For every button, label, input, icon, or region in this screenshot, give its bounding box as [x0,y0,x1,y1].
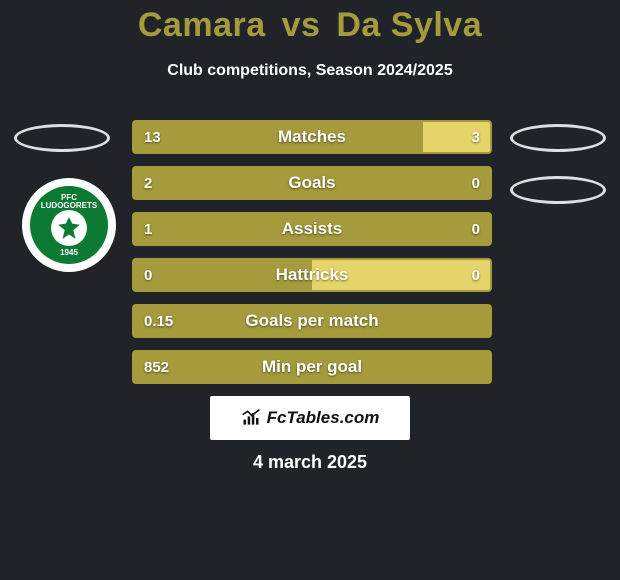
stat-value-left: 1 [144,214,152,244]
stat-label: Assists [134,214,490,244]
chart-icon [241,408,261,428]
infographic-canvas: Camara vs Da Sylva Club competitions, Se… [0,0,620,580]
stat-value-right: 0 [472,260,480,290]
club-name: LUDOGORETS [41,202,97,210]
player2-name: Da Sylva [336,6,482,44]
stat-label: Goals [134,168,490,198]
player1-club-badge: PFC LUDOGORETS 1945 [22,178,116,272]
player1-photo-placeholder [14,124,110,152]
stat-label: Goals per match [134,306,490,336]
date-label: 4 march 2025 [0,452,620,473]
stat-value-right: 3 [472,122,480,152]
stat-label: Hattricks [134,260,490,290]
stat-value-right: 0 [472,168,480,198]
stat-value-left: 852 [144,352,169,382]
stat-row: Min per goal852 [132,350,492,384]
stat-value-left: 13 [144,122,161,152]
stat-label: Min per goal [134,352,490,382]
stat-row: Matches13 3 [132,120,492,154]
stat-value-left: 0 [144,260,152,290]
watermark: FcTables.com [210,396,410,440]
stats-bars: Matches133Goals20Assists10Hattricks00Goa… [132,120,492,396]
stat-row: Assists1 0 [132,212,492,246]
player1-name: Camara [138,6,266,44]
subtitle: Club competitions, Season 2024/2025 [0,62,620,80]
stat-row: Hattricks0 0 [132,258,492,292]
vs-label: vs [282,6,321,44]
stat-label: Matches [134,122,490,152]
stat-row: Goals2 0 [132,166,492,200]
stat-value-left: 2 [144,168,152,198]
page-title: Camara vs Da Sylva [0,6,620,45]
stat-value-left: 0.15 [144,306,173,336]
club-year: 1945 [60,249,78,257]
player2-photo-placeholder [510,124,606,152]
stat-row: Goals per match0.15 [132,304,492,338]
player2-club-placeholder [510,176,606,204]
stat-value-right: 0 [472,214,480,244]
eagle-icon [51,210,87,246]
club-badge-inner: PFC LUDOGORETS 1945 [30,186,108,264]
watermark-text: FcTables.com [267,408,380,428]
